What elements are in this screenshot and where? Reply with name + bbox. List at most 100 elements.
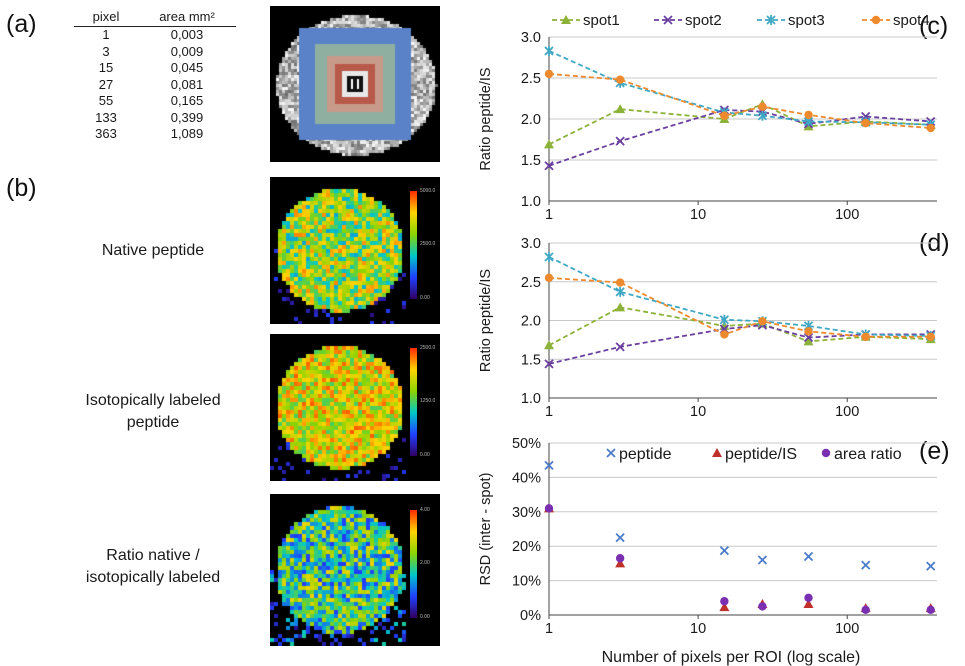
x-tick-label: 10 bbox=[690, 207, 706, 223]
legend-marker-spot2 bbox=[663, 15, 673, 25]
series-line-spot1 bbox=[548, 103, 931, 146]
legend-label-peptide-is: peptide/IS bbox=[725, 446, 797, 463]
table-row: 3 0,009 bbox=[74, 44, 236, 61]
y-tick-label: 0% bbox=[520, 608, 541, 624]
series-line-spot3 bbox=[548, 50, 931, 126]
data-point-spot4 bbox=[758, 317, 767, 326]
y-tick-label: 3.0 bbox=[521, 30, 541, 46]
data-point-spot4 bbox=[804, 327, 813, 336]
series-spot1 bbox=[544, 302, 936, 350]
data-point-area-ratio bbox=[861, 605, 870, 615]
colorbar-labeled-min: 0.00 bbox=[420, 452, 430, 458]
legend-label-peptide: peptide bbox=[619, 446, 672, 463]
label-iso-line1: Isotopically labeled bbox=[85, 392, 221, 409]
y-tick-label: 1.0 bbox=[521, 391, 541, 407]
x-tick-label: 100 bbox=[835, 404, 859, 420]
header-pixel: pixel bbox=[92, 9, 120, 24]
legend-e: peptide peptide/IS area ratio bbox=[606, 446, 902, 463]
series-line-spot1 bbox=[548, 306, 931, 347]
data-point-area-ratio bbox=[615, 554, 625, 563]
data-point-spot4 bbox=[720, 111, 729, 120]
data-point-area-ratio bbox=[544, 504, 554, 513]
data-point-spot4 bbox=[544, 273, 554, 283]
x-axis-label: Number of pixels per ROI (log scale) bbox=[602, 649, 861, 666]
series-spot4 bbox=[544, 69, 935, 133]
x-tick-label: 10 bbox=[690, 404, 706, 420]
legend-marker-spot3 bbox=[766, 15, 776, 25]
table-header: pixel area mm² bbox=[74, 8, 236, 27]
y-tick-label: 2.0 bbox=[521, 314, 541, 330]
data-point-peptide bbox=[719, 546, 730, 556]
data-point-spot3 bbox=[544, 251, 554, 262]
pixel-area-table: pixel area mm² 1 0,003 3 0,009 15 0,045 27 0,08… bbox=[74, 8, 236, 143]
cell-area: 0,081 bbox=[170, 76, 204, 92]
y-tick-label: 2.5 bbox=[521, 275, 541, 291]
data-point-spot4 bbox=[615, 278, 625, 287]
colorbar-labeled-max: 2500.0 bbox=[420, 345, 436, 351]
cell-area: 0,165 bbox=[170, 93, 204, 108]
colorbar-native bbox=[410, 191, 417, 299]
x-tick-label: 1 bbox=[545, 621, 553, 637]
colorbar-native-mid: 2500.0 bbox=[420, 241, 436, 247]
data-point-spot4 bbox=[544, 69, 554, 79]
cell-pixel: 15 bbox=[98, 60, 114, 75]
label-iso-line2: peptide bbox=[126, 414, 180, 431]
data-point-spot3 bbox=[544, 45, 554, 56]
colorbar-native-min: 0.00 bbox=[420, 295, 430, 301]
panel-label-e: (e) bbox=[919, 437, 950, 465]
data-point-spot1 bbox=[803, 336, 814, 346]
cell-pixel: 133 bbox=[95, 109, 117, 125]
legend-marker-area-ratio bbox=[821, 448, 831, 458]
legend-label-spot4: spot4 bbox=[893, 12, 930, 29]
cell-pixel: 1 bbox=[102, 27, 110, 42]
colorbar-labeled bbox=[410, 348, 417, 456]
roi-spot-canvas bbox=[270, 6, 440, 162]
colorbar-labeled-mid: 1250.0 bbox=[420, 398, 436, 404]
data-point-spot3 bbox=[719, 314, 730, 325]
cell-area: 0,003 bbox=[170, 27, 204, 42]
y-tick-label: 1.5 bbox=[521, 352, 541, 368]
series-spot4 bbox=[544, 273, 935, 341]
data-point-spot4 bbox=[926, 332, 935, 341]
data-point-spot4 bbox=[720, 330, 729, 339]
cell-area: 1,089 bbox=[170, 126, 204, 141]
data-point-spot4 bbox=[615, 75, 625, 84]
label-ratio: Ratio native / isotopically labeled bbox=[43, 545, 263, 589]
series-line-spot2 bbox=[548, 109, 931, 167]
colorbar-ratio-min: 0.00 bbox=[420, 614, 430, 620]
label-native-text: Native peptide bbox=[101, 242, 205, 259]
label-isotopic-peptide: Isotopically labeled peptide bbox=[43, 390, 263, 434]
data-point-spot1 bbox=[615, 104, 626, 114]
legend-marker-spot4 bbox=[871, 15, 881, 25]
labeled-peptide-heatmap: 2500.0 1250.0 0.00 bbox=[270, 334, 440, 481]
table-row: 15 0,045 bbox=[74, 60, 236, 77]
chart-c: 1.0 1.5 2.0 2.5 3.0 1 10 100 Ratio peptide/IS bbox=[478, 30, 937, 223]
legend-label-area-ratio: area ratio bbox=[834, 446, 902, 463]
series-peptide bbox=[544, 460, 936, 571]
y-tick-label: 2.0 bbox=[521, 112, 541, 128]
data-point-spot4 bbox=[926, 123, 935, 133]
data-point-area-ratio bbox=[720, 597, 729, 606]
colorbar-ratio-max: 4.00 bbox=[420, 507, 430, 513]
label-native-peptide: Native peptide bbox=[43, 240, 263, 262]
table-row: 133 0,399 bbox=[74, 110, 236, 127]
series-area-ratio bbox=[544, 504, 935, 615]
data-point-peptide-is bbox=[615, 558, 626, 568]
y-axis-label: RSD (inter - spot) bbox=[478, 473, 494, 586]
y-tick-label: 1.5 bbox=[521, 153, 541, 169]
legend-label-spot2: spot2 bbox=[685, 12, 722, 29]
ratio-heatmap: 4.00 2.00 0.00 bbox=[270, 494, 440, 646]
data-point-spot4 bbox=[804, 110, 813, 120]
y-axis-label: Ratio peptide/IS bbox=[478, 269, 494, 372]
data-point-spot4 bbox=[861, 332, 870, 341]
data-point-peptide-is bbox=[719, 602, 730, 612]
y-axis-label: Ratio peptide/IS bbox=[478, 67, 494, 170]
table-row: 1 0,003 bbox=[74, 27, 236, 44]
table-row: 55 0,165 bbox=[74, 93, 236, 110]
data-point-spot1 bbox=[544, 139, 554, 149]
cell-area: 0,399 bbox=[170, 109, 204, 125]
data-point-spot2 bbox=[544, 161, 554, 171]
y-tick-label: 1.0 bbox=[521, 194, 541, 210]
legend-marker-peptide bbox=[606, 448, 616, 458]
